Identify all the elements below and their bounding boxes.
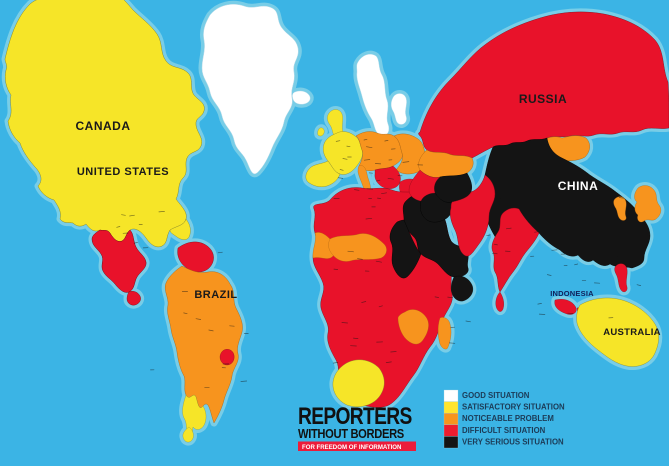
svg-text:VERY SERIOUS SITUATION: VERY SERIOUS SITUATION [462, 437, 564, 446]
svg-text:RUSSIA: RUSSIA [519, 92, 567, 106]
svg-text:FOR FREEDOM OF INFORMATION: FOR FREEDOM OF INFORMATION [302, 444, 401, 451]
svg-text:DIFFICULT SITUATION: DIFFICULT SITUATION [462, 426, 546, 435]
svg-text:AUSTRALIA: AUSTRALIA [603, 327, 661, 338]
svg-text:GOOD SITUATION: GOOD SITUATION [462, 391, 530, 400]
svg-text:SATISFACTORY SITUATION: SATISFACTORY SITUATION [462, 403, 565, 412]
svg-text:WITHOUT BORDERS: WITHOUT BORDERS [298, 426, 404, 441]
svg-text:BRAZIL: BRAZIL [194, 289, 237, 301]
svg-text:UNITED STATES: UNITED STATES [77, 166, 169, 178]
svg-text:CANADA: CANADA [76, 119, 131, 133]
svg-text:NOTICEABLE PROBLEM: NOTICEABLE PROBLEM [462, 414, 554, 423]
svg-text:INDONESIA: INDONESIA [550, 289, 594, 298]
svg-text:CHINA: CHINA [558, 179, 599, 193]
